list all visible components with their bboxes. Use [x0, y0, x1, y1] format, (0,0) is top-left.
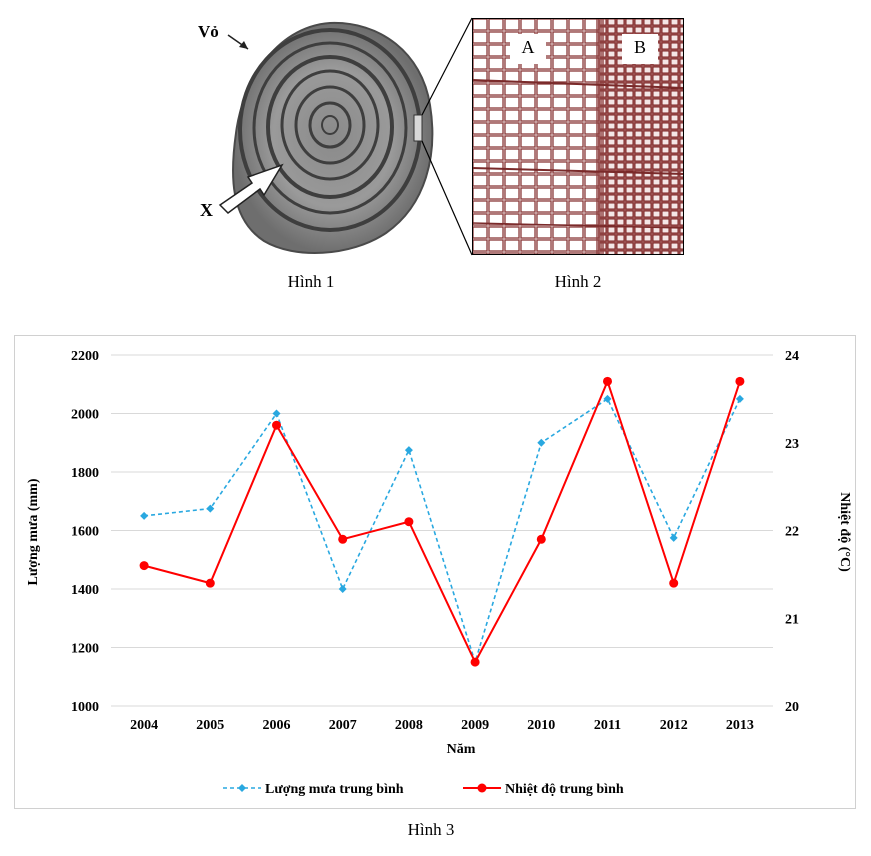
left-tick-label: 1800	[71, 466, 99, 481]
x-tick-label: 2006	[263, 718, 291, 733]
chart-frame: 1000 1200 1400 1600 1800 2000 2200 20 21 22 23 24 …	[14, 335, 856, 809]
legend-temp-label: Nhiệt độ trung bình	[505, 782, 624, 797]
right-axis-title: Nhiệt độ (°C)	[837, 492, 852, 572]
temperature-series	[139, 376, 745, 667]
right-tick-label: 24	[785, 349, 799, 364]
x-tick-label: 2007	[329, 718, 357, 733]
temperature-point	[669, 578, 679, 588]
left-tick-label: 1000	[71, 700, 99, 715]
x-tick-label: 2012	[660, 718, 688, 733]
x-axis-title: Năm	[447, 742, 476, 757]
rain-series	[140, 394, 744, 667]
rain-point	[272, 409, 281, 418]
temperature-point	[338, 534, 348, 544]
right-tick-label: 23	[785, 437, 799, 452]
temperature-point	[272, 420, 281, 430]
figure2-caption: Hình 2	[554, 272, 602, 291]
chart-gridlines	[111, 354, 773, 707]
x-tick-label: 2013	[726, 718, 754, 733]
left-tick-label: 1400	[71, 583, 99, 598]
chart-legend: Lượng mưa trung bình Nhiệt độ trung bình	[223, 782, 624, 797]
temperature-point	[603, 376, 612, 386]
x-label: X	[200, 200, 213, 220]
rain-point	[338, 585, 347, 593]
x-tick-label: 2008	[395, 718, 423, 733]
x-tick-label: 2004	[130, 718, 158, 733]
left-axis-ticks: 1000 1200 1400 1600 1800 2000 2200	[71, 349, 99, 715]
figure1-caption: Hình 1	[287, 272, 335, 291]
region-a-label: A	[521, 37, 535, 57]
x-tick-label: 2011	[594, 718, 621, 733]
right-tick-label: 21	[785, 612, 799, 627]
rain-point	[404, 446, 413, 455]
x-tick-label: 2009	[461, 718, 489, 733]
wood-micrograph-image	[472, 18, 684, 255]
x-tick-label: 2010	[527, 718, 555, 733]
left-tick-label: 2000	[71, 408, 99, 423]
temperature-point	[404, 517, 414, 527]
legend-rain-marker	[238, 784, 246, 792]
temperature-point	[735, 376, 745, 386]
temperature-point	[205, 578, 215, 588]
temperature-line	[143, 378, 741, 665]
temperature-point	[536, 534, 546, 544]
temperature-point	[139, 561, 149, 571]
right-tick-label: 22	[785, 525, 799, 540]
rain-point	[603, 394, 612, 403]
legend-rain-label: Lượng mưa trung bình	[265, 782, 404, 797]
x-axis-ticks: 2004 2005 2006 2007 2008 2009 2010 2011 2012 2013	[130, 718, 754, 733]
left-axis-title: Lượng mưa (mm)	[26, 478, 41, 585]
left-tick-label: 2200	[71, 349, 99, 364]
right-axis-ticks: 20 21 22 23 24	[785, 349, 799, 715]
x-tick-label: 2005	[196, 718, 224, 733]
rain-point	[669, 533, 678, 542]
left-tick-label: 1200	[71, 642, 99, 657]
legend-temp-marker	[477, 783, 487, 793]
right-tick-label: 20	[785, 700, 799, 715]
rain-point	[140, 511, 149, 520]
figure3-caption: Hình 3	[407, 820, 455, 839]
temperature-point	[470, 657, 480, 667]
region-b-label: B	[633, 37, 646, 57]
rain-point	[735, 394, 744, 403]
zoom-connector-lines	[421, 17, 473, 256]
rain-point	[206, 504, 215, 513]
bark-label: Vỏ	[198, 22, 219, 41]
rain-point	[537, 438, 546, 447]
tree-cross-section-image	[218, 21, 434, 254]
left-tick-label: 1600	[71, 525, 99, 540]
